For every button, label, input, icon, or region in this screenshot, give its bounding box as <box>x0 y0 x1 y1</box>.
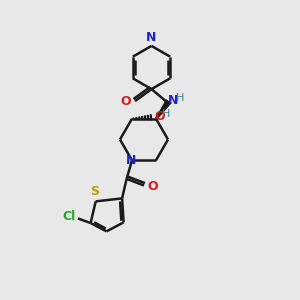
Text: H: H <box>162 109 170 118</box>
Text: N: N <box>168 94 178 107</box>
Text: N: N <box>126 154 136 167</box>
Text: O: O <box>154 110 164 123</box>
Text: H: H <box>176 93 184 103</box>
Text: N: N <box>146 31 157 44</box>
Text: Cl: Cl <box>62 210 76 223</box>
Text: O: O <box>147 181 158 194</box>
Text: S: S <box>91 185 100 198</box>
Text: O: O <box>121 95 131 108</box>
